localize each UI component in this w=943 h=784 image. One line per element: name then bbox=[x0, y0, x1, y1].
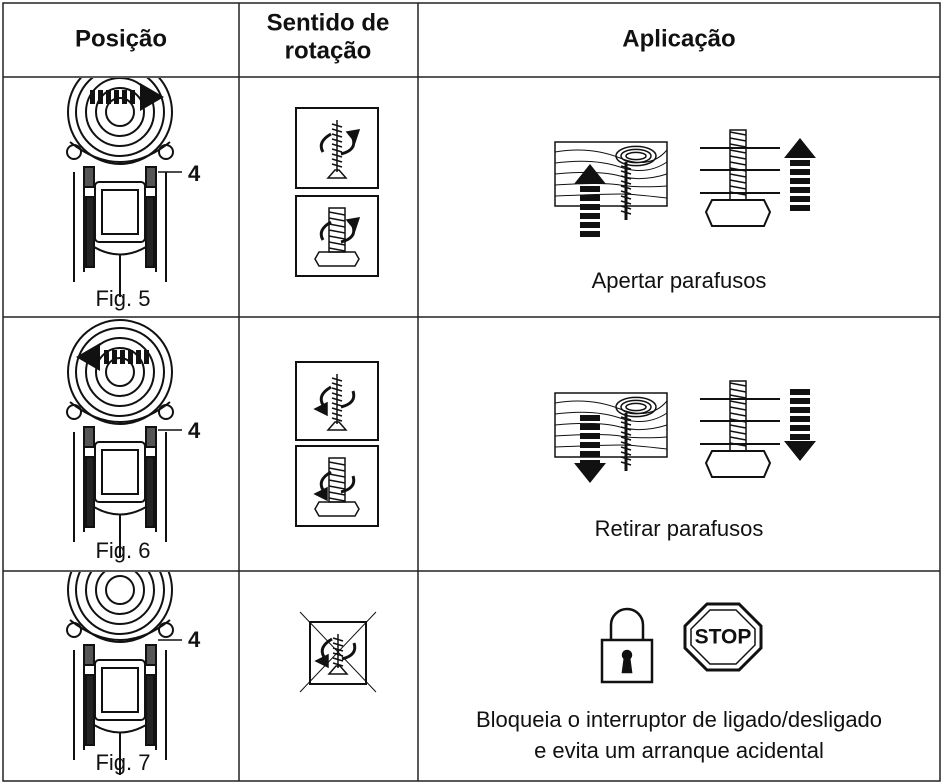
callout: 4 bbox=[188, 418, 201, 443]
drill-illustration bbox=[66, 319, 182, 557]
application-text: Bloqueia o interruptor de ligado/desliga… bbox=[476, 707, 882, 732]
header-cell: rotação bbox=[285, 37, 372, 64]
rotation-icon bbox=[295, 107, 379, 189]
drill-illustration bbox=[66, 572, 182, 775]
rotation-icon bbox=[295, 195, 379, 277]
figure-label: Fig. 7 bbox=[95, 750, 150, 775]
application-text: e evita um arranque acidental bbox=[534, 738, 824, 763]
application-text: Apertar parafusos bbox=[592, 268, 767, 293]
callout: 4 bbox=[188, 627, 201, 652]
drill-illustration bbox=[66, 78, 182, 297]
rotation-icon bbox=[295, 361, 379, 441]
rotation-icon bbox=[299, 611, 377, 693]
force-arrow bbox=[574, 138, 816, 237]
direction-arrow bbox=[90, 83, 164, 111]
application-text: Retirar parafusos bbox=[595, 516, 764, 541]
rotation-icon bbox=[295, 445, 379, 527]
header-cell: Sentido de bbox=[267, 9, 390, 36]
header-cell: Aplicação bbox=[622, 25, 735, 52]
figure-label: Fig. 5 bbox=[95, 286, 150, 311]
figure-label: Fig. 6 bbox=[95, 538, 150, 563]
lock-icon bbox=[600, 607, 654, 684]
stop-sign: STOP bbox=[683, 602, 763, 672]
callout: 4 bbox=[188, 161, 201, 186]
force-arrow bbox=[574, 389, 816, 483]
application-illustration bbox=[554, 129, 780, 227]
stop-text: STOP bbox=[695, 626, 752, 649]
header-cell: Posição bbox=[75, 25, 167, 52]
direction-arrow bbox=[76, 343, 149, 371]
